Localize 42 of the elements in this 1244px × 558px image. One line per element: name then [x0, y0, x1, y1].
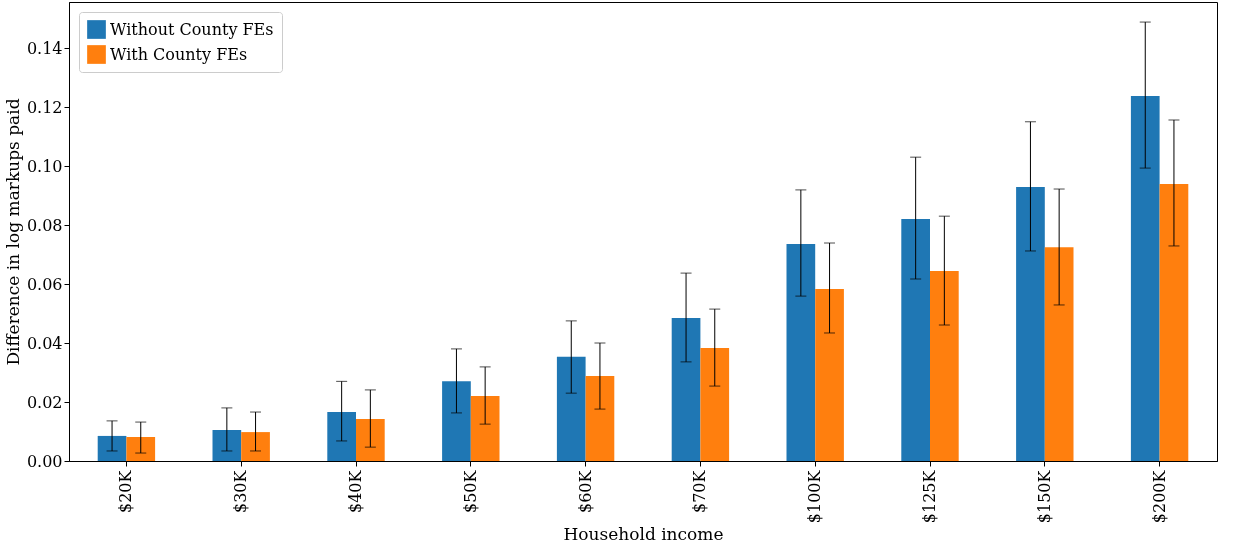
- y-tick-label: 0.14: [26, 38, 63, 58]
- bar: [901, 219, 930, 461]
- bar: [241, 432, 270, 461]
- x-tick-label: $20K: [116, 469, 136, 513]
- legend-label: With County FEs: [110, 44, 248, 64]
- y-tick-label: 0.00: [26, 451, 63, 471]
- x-tick-label: $70K: [690, 469, 710, 513]
- y-tick-label: 0.08: [26, 215, 63, 235]
- bar: [786, 243, 816, 461]
- bar: [327, 412, 356, 461]
- x-tick-label: $50K: [460, 469, 480, 513]
- x-axis-title: Household income: [563, 524, 724, 545]
- bar: [442, 381, 471, 461]
- bar: [212, 430, 242, 461]
- x-tick-label: $125K: [920, 469, 939, 524]
- x-tick-label: $100K: [805, 469, 825, 524]
- bar: [126, 437, 156, 461]
- bar: [1016, 186, 1045, 461]
- bar: [700, 348, 730, 461]
- bar: [97, 435, 127, 461]
- bar: [470, 396, 500, 461]
- bar: [1044, 247, 1074, 461]
- x-tick-label: $60K: [575, 469, 595, 513]
- y-tick-label: 0.04: [26, 333, 63, 353]
- bar: [585, 376, 615, 461]
- y-tick-label: 0.06: [26, 274, 63, 294]
- y-tick-label: 0.02: [26, 392, 63, 412]
- bar: [671, 317, 701, 461]
- bar: [1130, 96, 1160, 461]
- x-tick-label: $200K: [1149, 469, 1169, 524]
- bar: [815, 289, 844, 461]
- legend-label: Without County FEs: [110, 19, 274, 39]
- bar: [1159, 184, 1189, 461]
- bar: [356, 419, 385, 461]
- bar: [556, 356, 586, 461]
- x-tick-label: $150K: [1034, 469, 1054, 524]
- y-tick-label: 0.12: [26, 97, 63, 117]
- x-tick-label: $40K: [346, 469, 365, 513]
- bar: [930, 271, 959, 461]
- y-tick-label: 0.10: [26, 156, 63, 176]
- x-tick-label: $30K: [231, 469, 251, 513]
- y-axis-title: Difference in log markups paid: [2, 98, 23, 366]
